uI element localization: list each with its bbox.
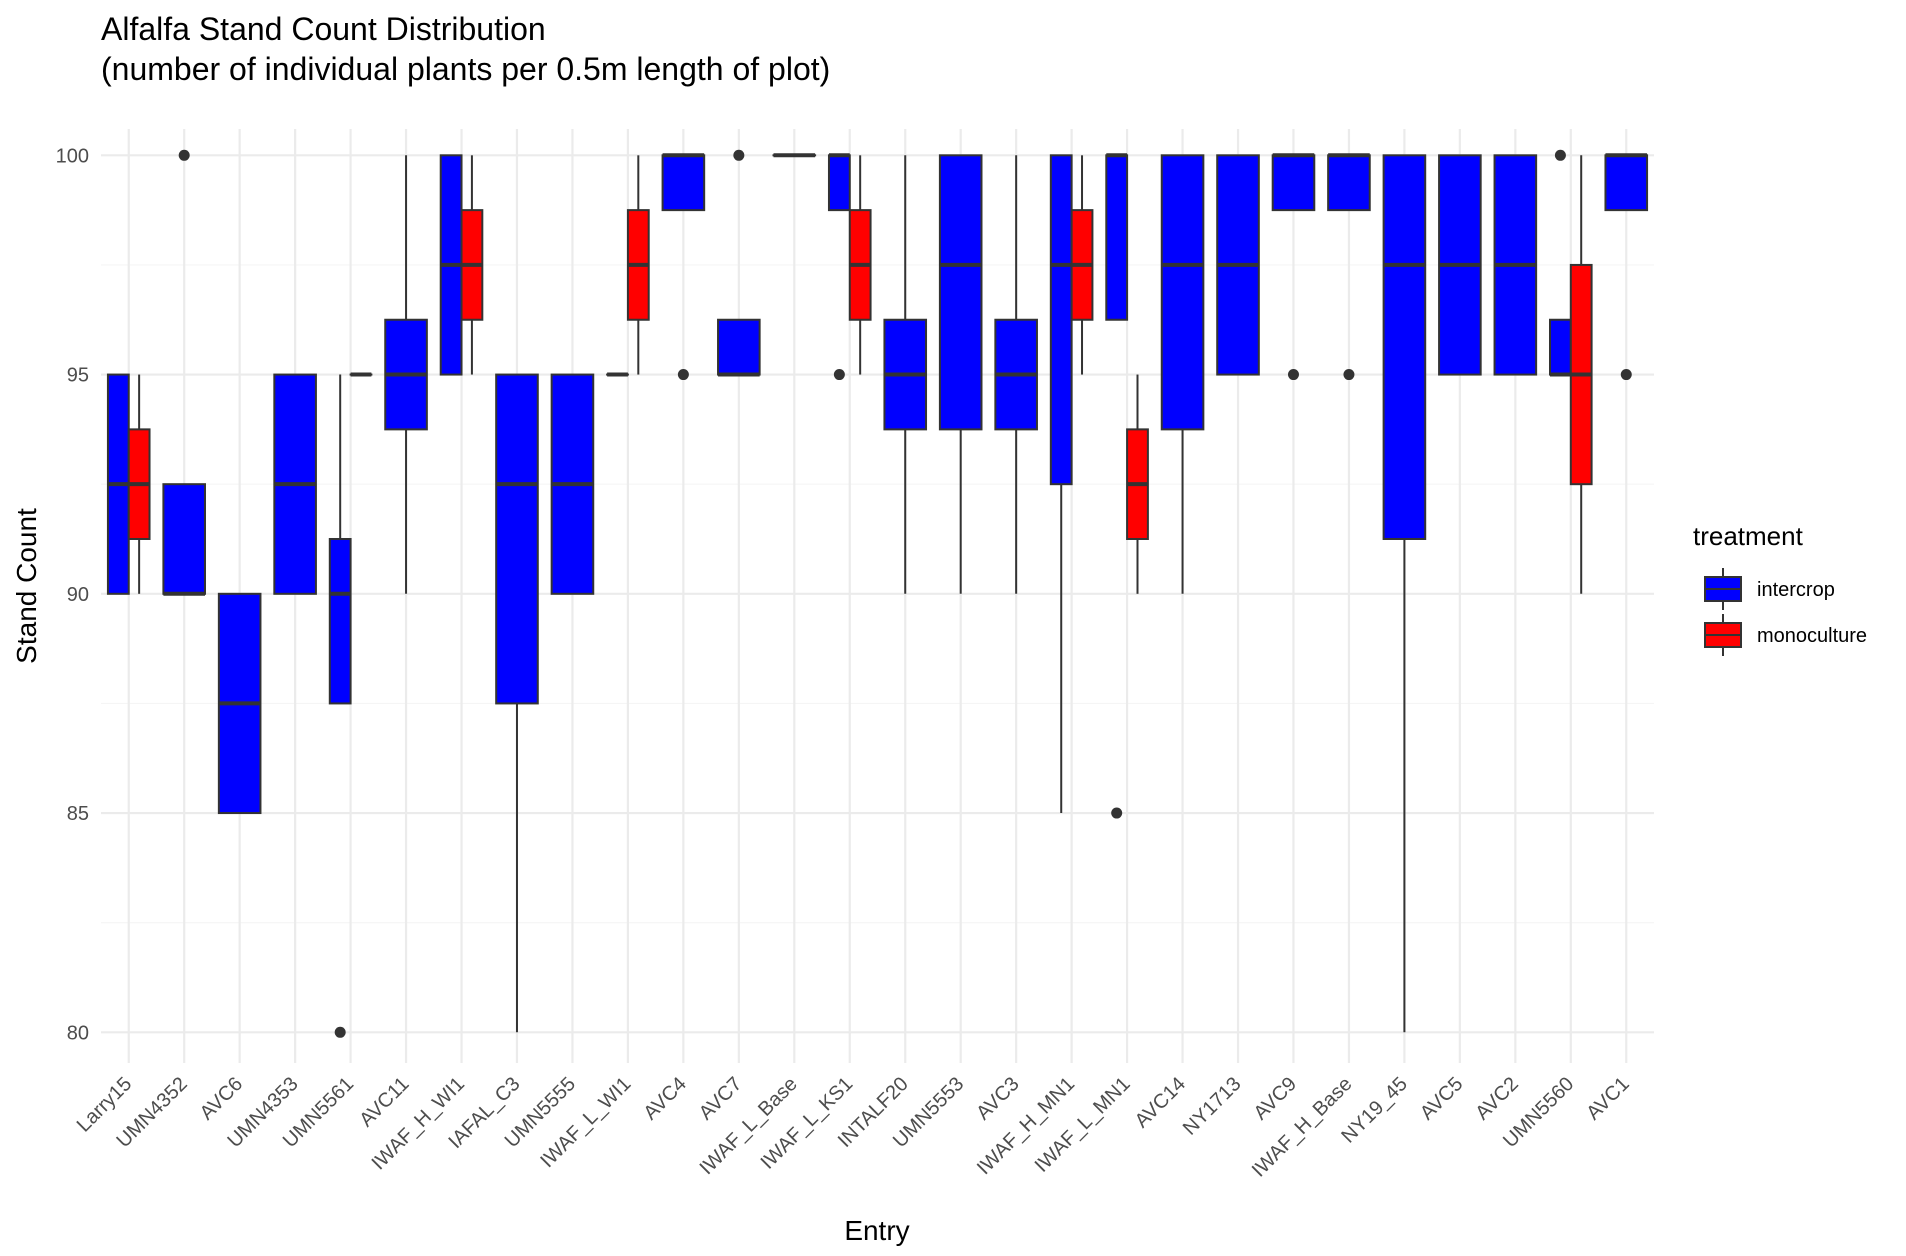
box-monoculture (1070, 155, 1094, 375)
box-monoculture (460, 155, 484, 375)
box-intercrop (717, 149, 761, 377)
outlier-point (1554, 149, 1566, 161)
legend-items: intercrop monoculture (1704, 568, 1867, 656)
legend-item-monoculture: monoculture (1704, 614, 1867, 656)
y-tick-label: 95 (67, 365, 89, 387)
box-body (495, 373, 539, 705)
box-intercrop (328, 374, 352, 1038)
box-intercrop (883, 155, 928, 594)
box-intercrop (827, 153, 851, 381)
box-intercrop (550, 373, 595, 595)
box-intercrop (439, 154, 463, 376)
grid-lines (101, 129, 1654, 1063)
box-intercrop (1105, 153, 1129, 819)
box-intercrop (1549, 149, 1572, 377)
legend-label: intercrop (1757, 579, 1835, 601)
box-monoculture (1569, 155, 1593, 594)
box-monoculture (626, 155, 650, 375)
box-intercrop (938, 154, 983, 594)
box-intercrop (1438, 154, 1482, 376)
outlier-point (733, 149, 745, 161)
box-intercrop (1327, 153, 1371, 381)
box-body (938, 154, 983, 431)
box-intercrop (495, 373, 539, 1033)
box-body (328, 537, 352, 705)
box-intercrop (217, 592, 262, 815)
box-intercrop (384, 155, 428, 594)
y-tick-label: 100 (56, 145, 89, 167)
legend-title: treatment (1693, 521, 1804, 551)
box-intercrop (1604, 153, 1649, 381)
box-body (1271, 154, 1316, 212)
box-intercrop (273, 373, 317, 595)
outlier-point (1620, 369, 1632, 381)
box-body (162, 483, 206, 595)
box-monoculture (127, 374, 151, 594)
chart-subtitle: (number of individual plants per 0.5m le… (101, 51, 830, 87)
box-body (1382, 154, 1427, 540)
box-body (1327, 154, 1371, 212)
box-body (1160, 154, 1205, 431)
legend: treatment intercrop monoculture (1693, 521, 1867, 656)
outlier-point (334, 1026, 346, 1038)
legend-item-intercrop: intercrop (1704, 568, 1835, 610)
y-axis-tick-labels: 80 85 90 95 100 (56, 145, 89, 1044)
outlier-point (178, 149, 190, 161)
box-monoculture (1126, 374, 1149, 594)
outlier-point (1111, 807, 1123, 819)
box-intercrop (1382, 154, 1427, 1033)
y-axis-title: Stand Count (11, 508, 42, 664)
box-body (1604, 154, 1649, 212)
box-intercrop (1216, 154, 1260, 376)
outlier-point (833, 369, 845, 381)
box-body (717, 318, 761, 376)
box-body (1105, 154, 1129, 321)
y-tick-label: 85 (67, 803, 89, 825)
outlier-point (1343, 369, 1355, 381)
box-intercrop (1493, 154, 1538, 376)
chart-title: Alfalfa Stand Count Distribution (101, 11, 546, 47)
box-body (661, 154, 706, 212)
box-body (1049, 154, 1073, 486)
legend-label: monoculture (1757, 625, 1867, 647)
outlier-point (677, 369, 689, 381)
box-intercrop (106, 373, 130, 595)
outlier-point (1287, 369, 1299, 381)
box-intercrop (1271, 153, 1316, 381)
box-monoculture (848, 155, 872, 375)
box-intercrop (994, 155, 1038, 594)
y-tick-label: 80 (67, 1022, 89, 1044)
box-intercrop (661, 153, 706, 381)
box-body (827, 154, 851, 212)
box-intercrop (1160, 154, 1205, 594)
box-series (106, 149, 1649, 1038)
box-body (1549, 318, 1572, 376)
y-tick-label: 90 (67, 584, 89, 606)
x-axis-title: Entry (844, 1215, 909, 1246)
box-intercrop (162, 149, 206, 596)
